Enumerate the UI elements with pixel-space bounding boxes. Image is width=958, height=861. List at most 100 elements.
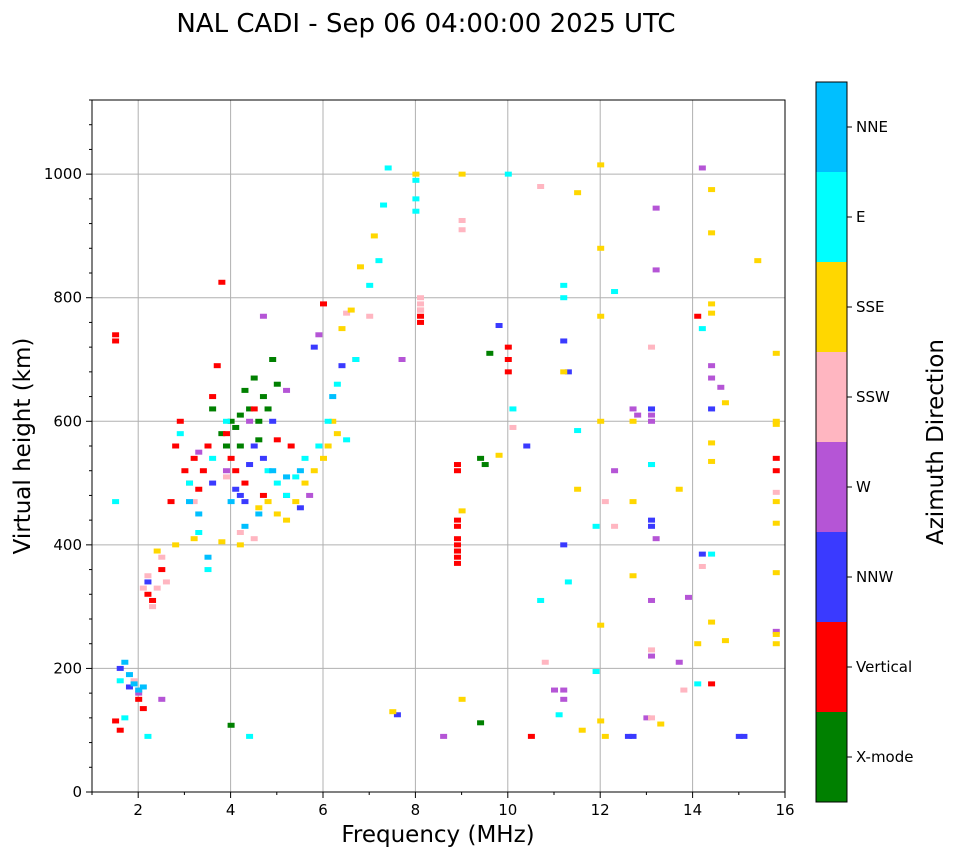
echo-point — [648, 523, 656, 529]
series-ssw — [130, 184, 780, 721]
echo-point — [264, 499, 272, 505]
echo-point — [541, 659, 549, 665]
echo-point — [477, 720, 485, 726]
echo-point — [772, 421, 780, 427]
x-tick-label: 4 — [226, 801, 236, 819]
echo-point — [592, 523, 600, 529]
echo-point — [130, 681, 138, 687]
echo-point — [190, 499, 198, 505]
echo-point — [195, 511, 203, 517]
echo-point — [112, 499, 120, 505]
echo-point — [273, 381, 281, 387]
echo-point — [218, 279, 226, 285]
echo-point — [453, 517, 461, 523]
echo-point — [772, 418, 780, 424]
echo-point — [458, 227, 466, 233]
x-tick-label: 12 — [591, 801, 610, 819]
echo-point — [283, 474, 291, 480]
echo-point — [560, 696, 568, 702]
echo-point — [338, 326, 346, 332]
echo-point — [112, 718, 120, 724]
echo-point — [264, 468, 272, 474]
colorbar-tick-label: SSE — [856, 298, 885, 316]
echo-point — [125, 672, 133, 678]
echo-point — [698, 165, 706, 171]
echo-point — [112, 338, 120, 344]
echo-point — [259, 394, 267, 400]
echo-point — [629, 573, 637, 579]
echo-point — [241, 499, 249, 505]
series-nne — [121, 394, 337, 693]
echo-point — [283, 517, 291, 523]
echo-point — [320, 301, 327, 307]
echo-point — [116, 727, 124, 733]
echo-point — [717, 384, 725, 390]
echo-point — [366, 282, 374, 288]
azimuth-colorbar: X-mode Vertical NNW W SSW SSE E NNE — [815, 81, 913, 803]
echo-point — [772, 455, 780, 461]
echo-point — [597, 418, 605, 424]
echo-point — [139, 684, 147, 690]
echo-point — [153, 585, 161, 591]
echo-point — [629, 418, 637, 424]
echo-point — [393, 712, 401, 718]
echo-point — [199, 468, 207, 474]
echo-point — [555, 712, 563, 718]
echo-point — [537, 597, 545, 603]
echo-point — [551, 687, 558, 693]
echo-point — [172, 443, 180, 449]
echo-point — [250, 536, 258, 542]
y-tick-label: 1000 — [44, 165, 82, 183]
echo-point — [283, 387, 291, 393]
y-tick-label: 800 — [53, 289, 82, 307]
echo-point — [287, 443, 295, 449]
echo-point — [144, 573, 152, 579]
echo-point — [246, 462, 254, 468]
echo-point — [306, 492, 314, 498]
echo-point — [754, 258, 762, 264]
colorbar-tick-label: SSW — [856, 388, 890, 406]
echo-point — [698, 551, 706, 557]
echo-point — [255, 505, 263, 511]
echo-point — [708, 406, 716, 412]
grid-lines — [92, 100, 785, 792]
echo-point — [597, 718, 605, 724]
plot-area: 2 4 6 8 10 12 14 16 0 200 400 600 800 1000 — [44, 99, 795, 819]
echo-point — [597, 313, 605, 319]
echo-point — [324, 443, 332, 449]
echo-point — [772, 631, 780, 637]
echo-point — [675, 486, 683, 492]
echo-point — [176, 431, 184, 437]
echo-point — [698, 563, 706, 569]
echo-point — [560, 369, 568, 375]
echo-point — [176, 418, 184, 424]
echo-point — [338, 363, 346, 369]
echo-point — [232, 486, 240, 492]
echo-point — [412, 177, 420, 183]
echo-point — [412, 208, 420, 214]
echo-point — [269, 357, 277, 362]
echo-point — [292, 474, 300, 480]
echo-point — [592, 669, 600, 675]
echo-point — [241, 523, 249, 529]
echo-point — [315, 443, 323, 449]
echo-point — [417, 307, 425, 313]
echo-point — [310, 468, 318, 474]
echo-point — [698, 326, 706, 332]
echo-point — [574, 486, 582, 492]
echo-point — [172, 542, 180, 548]
echo-point — [643, 715, 651, 721]
echo-point — [417, 301, 425, 307]
echo-point — [694, 681, 702, 687]
echo-point — [657, 721, 665, 727]
echo-point — [560, 338, 568, 344]
colorbar-swatch — [816, 82, 847, 172]
echo-point — [486, 350, 494, 356]
echo-point — [708, 301, 716, 307]
echo-point — [560, 295, 568, 301]
echo-point — [375, 258, 383, 264]
echo-point — [477, 455, 485, 461]
echo-point — [310, 344, 318, 350]
echo-point — [227, 722, 235, 728]
colorbar-swatch — [816, 352, 847, 442]
